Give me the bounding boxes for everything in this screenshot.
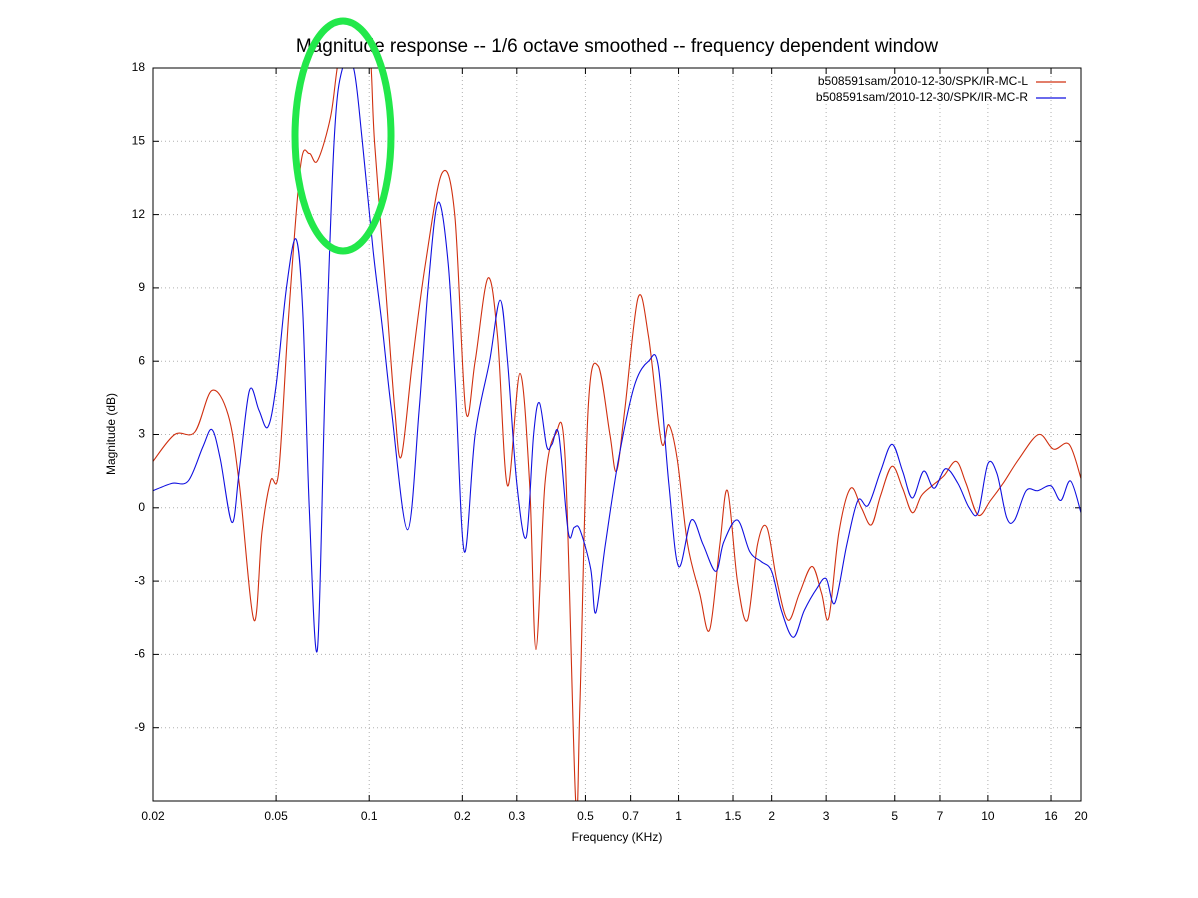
x-tick-label: 0.02	[141, 809, 165, 823]
y-tick-label: 0	[138, 500, 145, 514]
x-tick-label: 7	[937, 809, 944, 823]
series-line	[153, 68, 1081, 801]
y-tick-label: 3	[138, 427, 145, 441]
x-tick-label: 0.1	[361, 809, 378, 823]
x-tick-label: 0.05	[264, 809, 288, 823]
x-tick-label: 1	[675, 809, 682, 823]
x-tick-label: 5	[891, 809, 898, 823]
y-tick-label: 9	[138, 280, 145, 294]
chart-title: Magnitude response -- 1/6 octave smoothe…	[296, 36, 938, 57]
y-tick-label: 18	[132, 60, 146, 74]
y-tick-label: -9	[134, 720, 145, 734]
x-tick-label: 0.7	[622, 809, 639, 823]
x-tick-label: 1.5	[725, 809, 742, 823]
grid	[152, 67, 1082, 801]
y-tick-label: 12	[132, 207, 146, 221]
y-tick-label: 6	[138, 353, 145, 367]
y-tick-label: 15	[132, 133, 146, 147]
x-tick-label: 0.2	[454, 809, 471, 823]
plot-area	[153, 68, 1081, 801]
y-tick-label: -3	[134, 573, 145, 587]
x-tick-label: 0.3	[508, 809, 525, 823]
x-tick-label: 0.5	[577, 809, 594, 823]
x-tick-label: 10	[981, 809, 995, 823]
x-tick-label: 2	[768, 809, 775, 823]
legend-label: b508591sam/2010-12-30/SPK/IR-MC-L	[818, 74, 1028, 88]
y-axis-label: Magnitude (dB)	[104, 393, 118, 475]
legend-label: b508591sam/2010-12-30/SPK/IR-MC-R	[816, 90, 1028, 104]
highlight-ellipse	[291, 17, 395, 255]
x-tick-label: 20	[1074, 809, 1088, 823]
y-tick-label: -6	[134, 647, 145, 661]
x-tick-label: 16	[1044, 809, 1058, 823]
x-tick-label: 3	[823, 809, 830, 823]
series-line	[153, 68, 1081, 653]
plot-frame	[152, 67, 1082, 802]
x-axis-label: Frequency (KHz)	[572, 830, 663, 844]
